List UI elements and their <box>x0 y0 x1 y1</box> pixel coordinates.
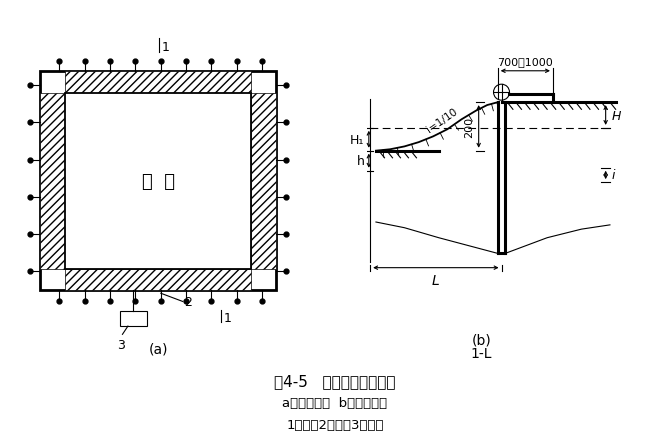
Text: i=1/10: i=1/10 <box>425 106 459 134</box>
Text: i: i <box>611 169 615 182</box>
Text: 1: 1 <box>224 311 232 324</box>
Text: 2: 2 <box>184 295 192 308</box>
Text: 基  坑: 基 坑 <box>141 173 175 191</box>
Text: H₁: H₁ <box>350 134 364 146</box>
Text: 1: 1 <box>162 41 170 54</box>
Text: (a): (a) <box>148 341 168 355</box>
Polygon shape <box>65 269 251 291</box>
Polygon shape <box>40 94 65 269</box>
Text: H: H <box>611 109 620 122</box>
Polygon shape <box>120 311 147 326</box>
Text: 图4-5   环状井点的布置图: 图4-5 环状井点的布置图 <box>274 374 396 389</box>
Polygon shape <box>251 94 276 269</box>
Text: L: L <box>432 274 440 288</box>
Text: h: h <box>356 155 364 168</box>
Text: 1-L: 1-L <box>471 346 492 360</box>
Text: a）平面布置  b）高程布置: a）平面布置 b）高程布置 <box>283 396 387 410</box>
Text: (b): (b) <box>472 332 491 346</box>
Text: 1．总管2．井管3．泵站: 1．总管2．井管3．泵站 <box>286 418 384 431</box>
Polygon shape <box>65 94 251 269</box>
Text: 200: 200 <box>464 117 474 138</box>
Text: 700～1000: 700～1000 <box>497 57 553 67</box>
Polygon shape <box>65 72 251 94</box>
Text: 3: 3 <box>117 339 125 352</box>
